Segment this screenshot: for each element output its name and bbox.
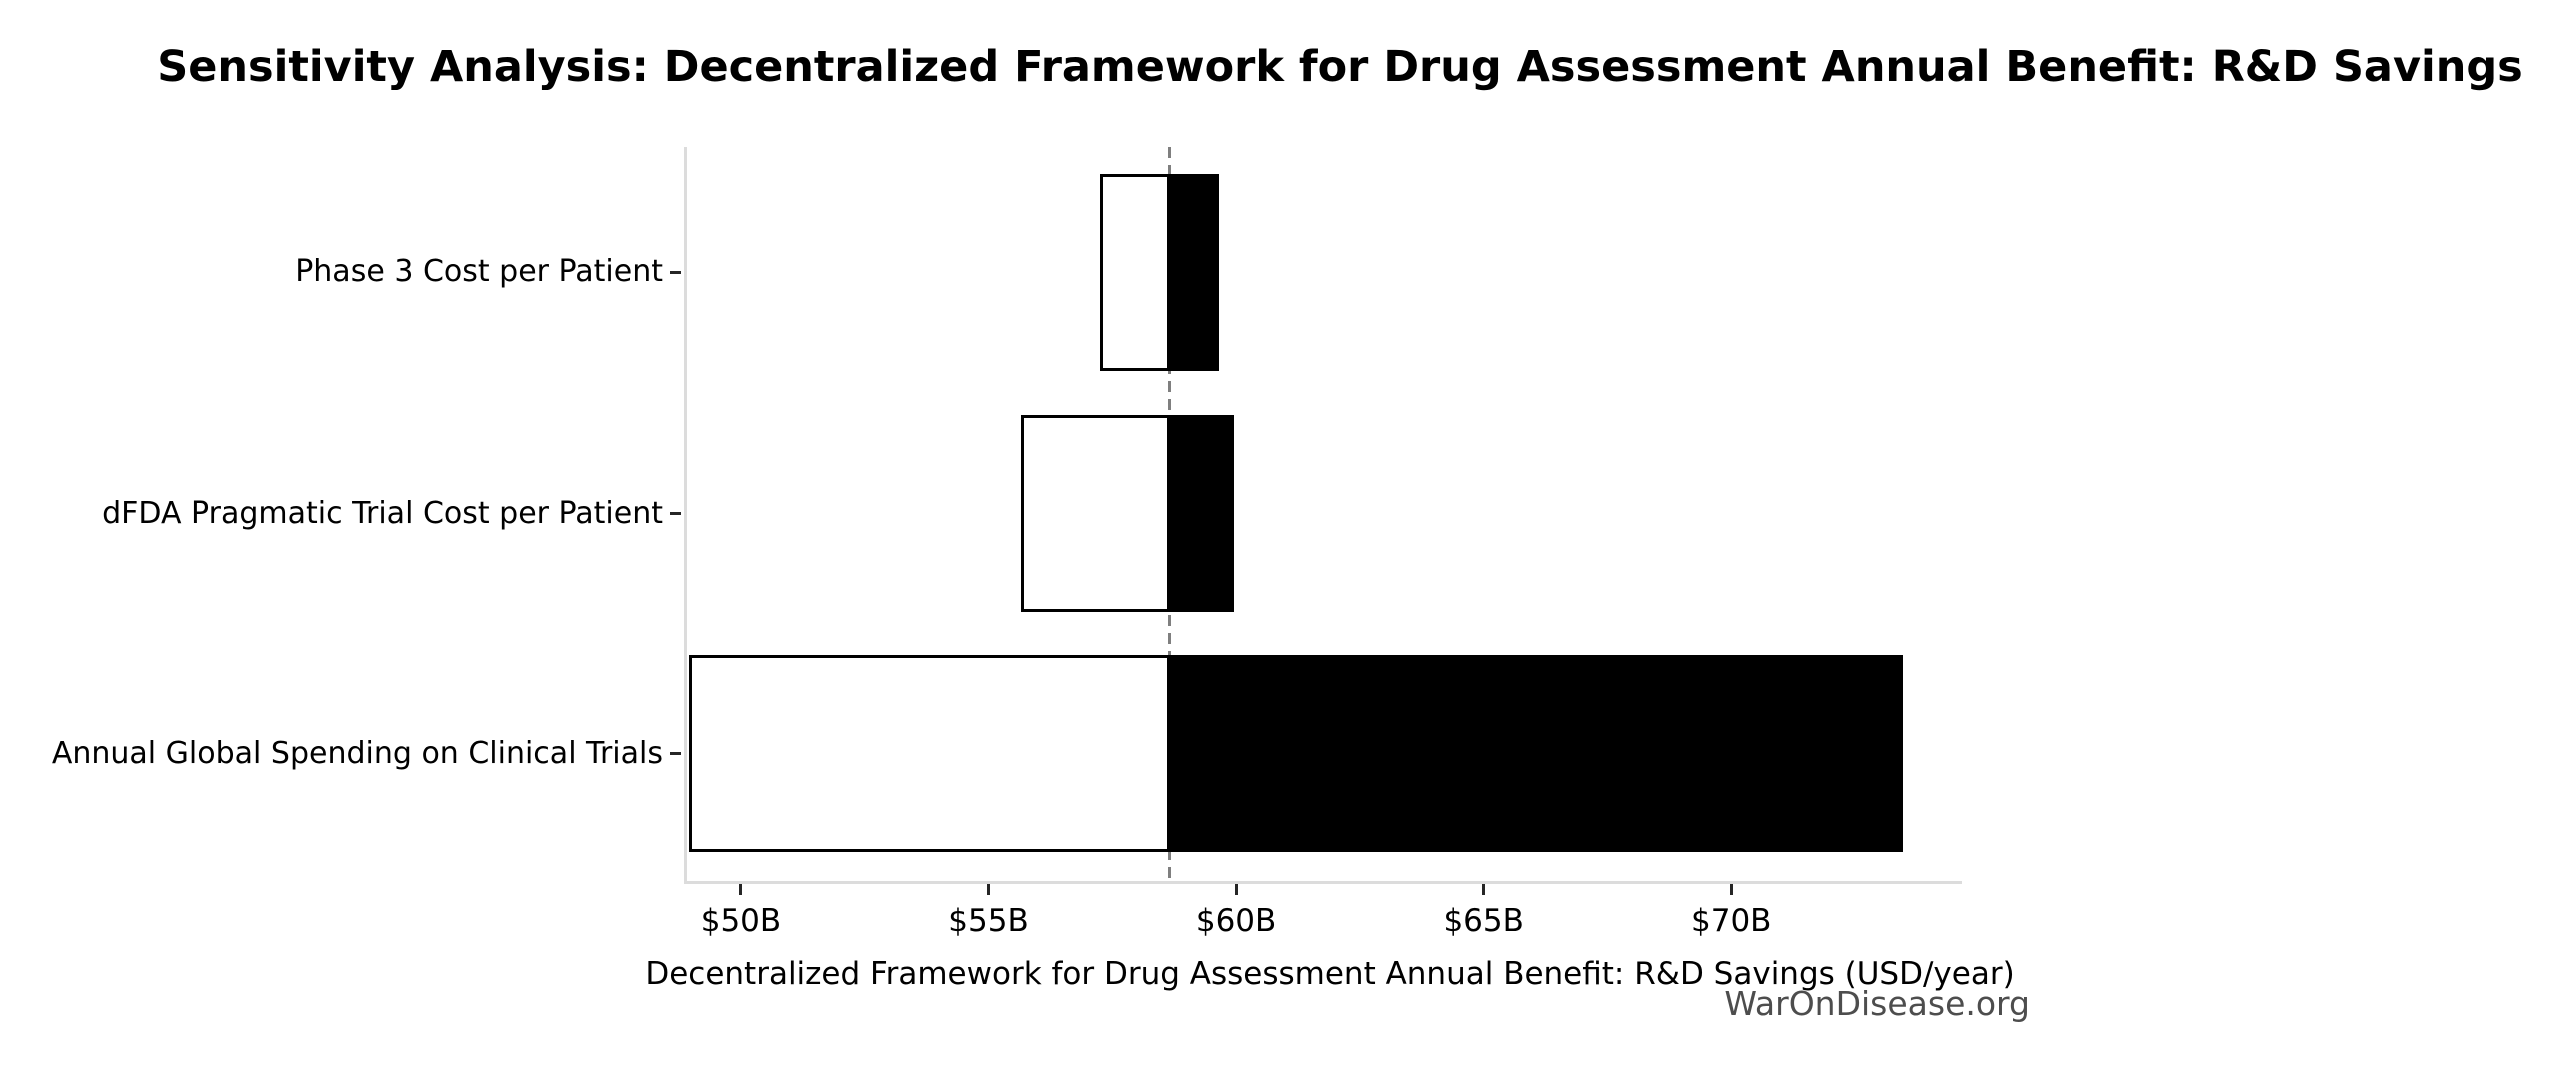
y-tick-mark — [670, 512, 681, 515]
y-tick-mark — [670, 752, 681, 755]
y-tick-label: dFDA Pragmatic Trial Cost per Patient — [102, 495, 663, 531]
x-tick-label: $55B — [948, 903, 1029, 939]
x-tick-label: $65B — [1443, 903, 1524, 939]
x-tick-mark — [1234, 884, 1238, 895]
y-tick-label: Annual Global Spending on Clinical Trial… — [51, 735, 663, 771]
y-tick-label: Phase 3 Cost per Patient — [295, 254, 663, 289]
bar-low-segment — [1021, 415, 1170, 612]
y-tick-mark — [670, 270, 681, 274]
watermark: WarOnDisease.org — [1724, 984, 2030, 1023]
chart-title: Sensitivity Analysis: Decentralized Fram… — [157, 42, 2523, 92]
bar-high-segment — [1169, 415, 1235, 612]
bar-high-segment — [1169, 655, 1903, 852]
x-tick-mark — [1482, 884, 1486, 895]
bar-high-segment — [1169, 173, 1220, 371]
bar-low-segment — [689, 655, 1170, 852]
x-tick-label: $60B — [1195, 903, 1277, 939]
x-tick-mark — [739, 884, 743, 895]
bar-low-segment — [1100, 173, 1170, 371]
x-tick-mark — [987, 884, 990, 895]
x-axis-label: Decentralized Framework for Drug Assessm… — [645, 956, 2015, 992]
x-tick-label: $70B — [1691, 903, 1772, 939]
plot-area — [684, 147, 1962, 884]
x-tick-mark — [1729, 884, 1733, 895]
x-tick-label: $50B — [700, 903, 782, 939]
